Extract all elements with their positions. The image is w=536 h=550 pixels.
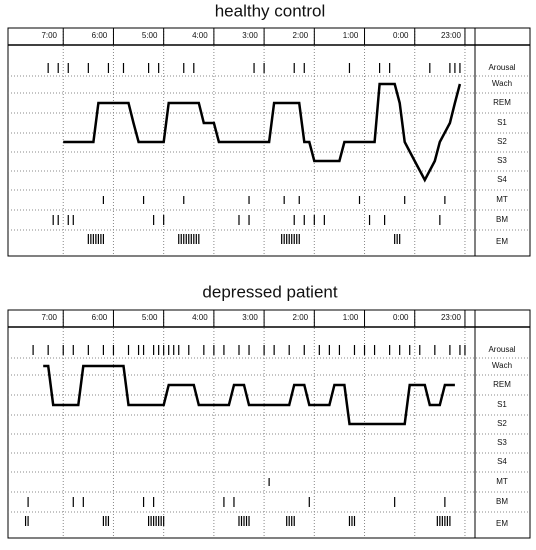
panel-title: healthy control xyxy=(215,1,326,20)
row-label: BM xyxy=(496,497,508,506)
row-label: Arousal xyxy=(488,63,515,72)
time-label: 0:00 xyxy=(393,31,409,40)
time-label: 2:00 xyxy=(293,31,309,40)
row-label: S3 xyxy=(497,156,507,165)
row-label: S2 xyxy=(497,419,507,428)
row-label: BM xyxy=(496,215,508,224)
time-label: 3:00 xyxy=(242,31,258,40)
hypnogram-trace xyxy=(43,364,455,426)
time-label: 5:00 xyxy=(142,313,158,322)
time-label: 7:00 xyxy=(41,313,57,322)
row-label: S4 xyxy=(497,457,507,466)
row-label: EM xyxy=(496,237,508,246)
row-label: Wach xyxy=(492,361,512,370)
time-label: 6:00 xyxy=(92,31,108,40)
panel-frame xyxy=(7,27,531,257)
row-label: S3 xyxy=(497,438,507,447)
row-label: S1 xyxy=(497,400,507,409)
time-label: 4:00 xyxy=(192,31,208,40)
time-label: 1:00 xyxy=(343,31,359,40)
time-label: 0:00 xyxy=(393,313,409,322)
row-label: MT xyxy=(496,195,508,204)
hypnogram-trace xyxy=(63,82,462,183)
row-label: Arousal xyxy=(488,345,515,354)
panel-frame xyxy=(7,309,531,539)
row-label: S4 xyxy=(497,175,507,184)
time-label: 1:00 xyxy=(343,313,359,322)
time-label: 6:00 xyxy=(92,313,108,322)
row-label: REM xyxy=(493,98,511,107)
time-label: 2:00 xyxy=(293,313,309,322)
row-label: S1 xyxy=(497,118,507,127)
time-label: 7:00 xyxy=(41,31,57,40)
row-label: EM xyxy=(496,519,508,528)
time-label: 5:00 xyxy=(142,31,158,40)
time-label: 3:00 xyxy=(242,313,258,322)
row-label: S2 xyxy=(497,137,507,146)
time-label: 4:00 xyxy=(192,313,208,322)
row-label: Wach xyxy=(492,79,512,88)
panel-title: depressed patient xyxy=(202,282,337,301)
time-label: 23:00 xyxy=(441,313,462,322)
row-label: MT xyxy=(496,477,508,486)
row-label: REM xyxy=(493,380,511,389)
time-label: 23:00 xyxy=(441,31,462,40)
